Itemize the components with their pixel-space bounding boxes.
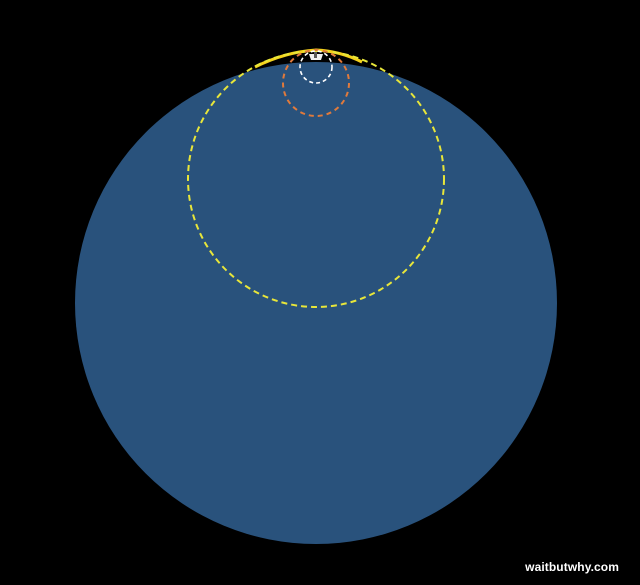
large-blue-circle (75, 62, 557, 544)
orange-dashed-circle (282, 49, 350, 117)
white-dashed-circle (299, 50, 333, 84)
tiny-grey-body (309, 52, 323, 60)
watermark-text: waitbutwhy.com (525, 560, 619, 574)
